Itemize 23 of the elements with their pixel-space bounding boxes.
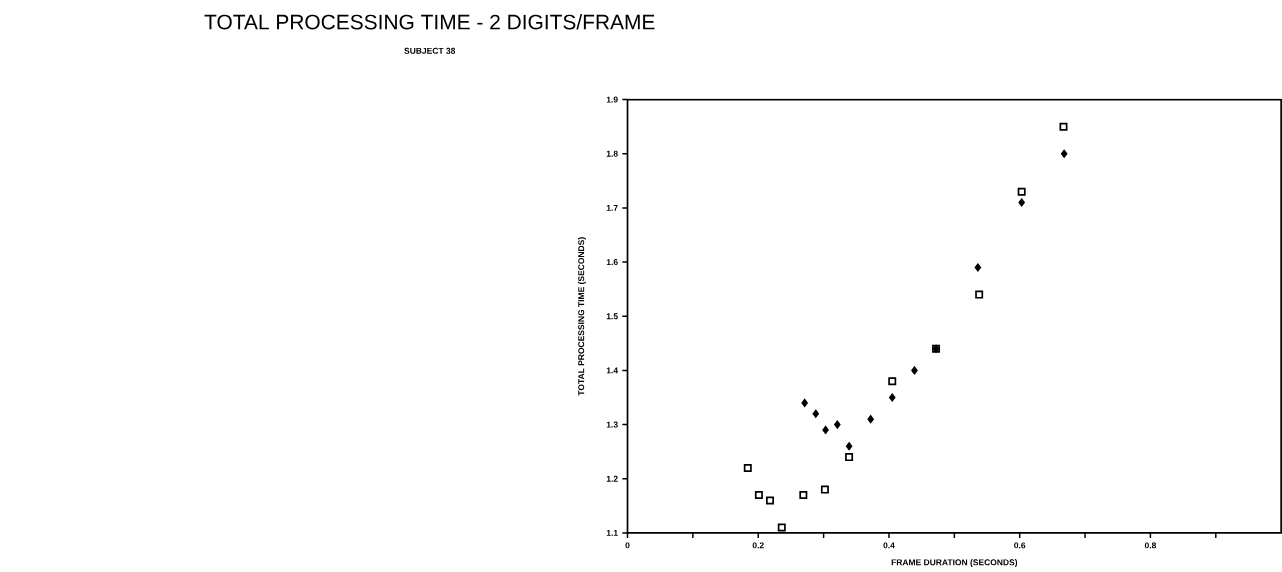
point [1060,150,1068,159]
point [889,393,896,402]
point [834,421,841,430]
point [911,366,918,375]
point [974,263,982,272]
point [867,415,874,424]
point [1018,198,1025,207]
point [820,486,829,495]
point [801,399,808,408]
point [812,410,819,419]
point [1017,188,1026,197]
point [799,491,808,500]
point [822,426,829,435]
point [777,523,786,532]
point [1059,123,1068,132]
point [754,491,763,500]
point [766,496,774,505]
point [975,291,984,300]
text: TOTAL PROCESSING TIME - 2 DIGITS/FRAME [204,14,655,30]
point [888,377,897,386]
point [845,453,854,462]
point [845,442,853,451]
point [743,464,752,473]
